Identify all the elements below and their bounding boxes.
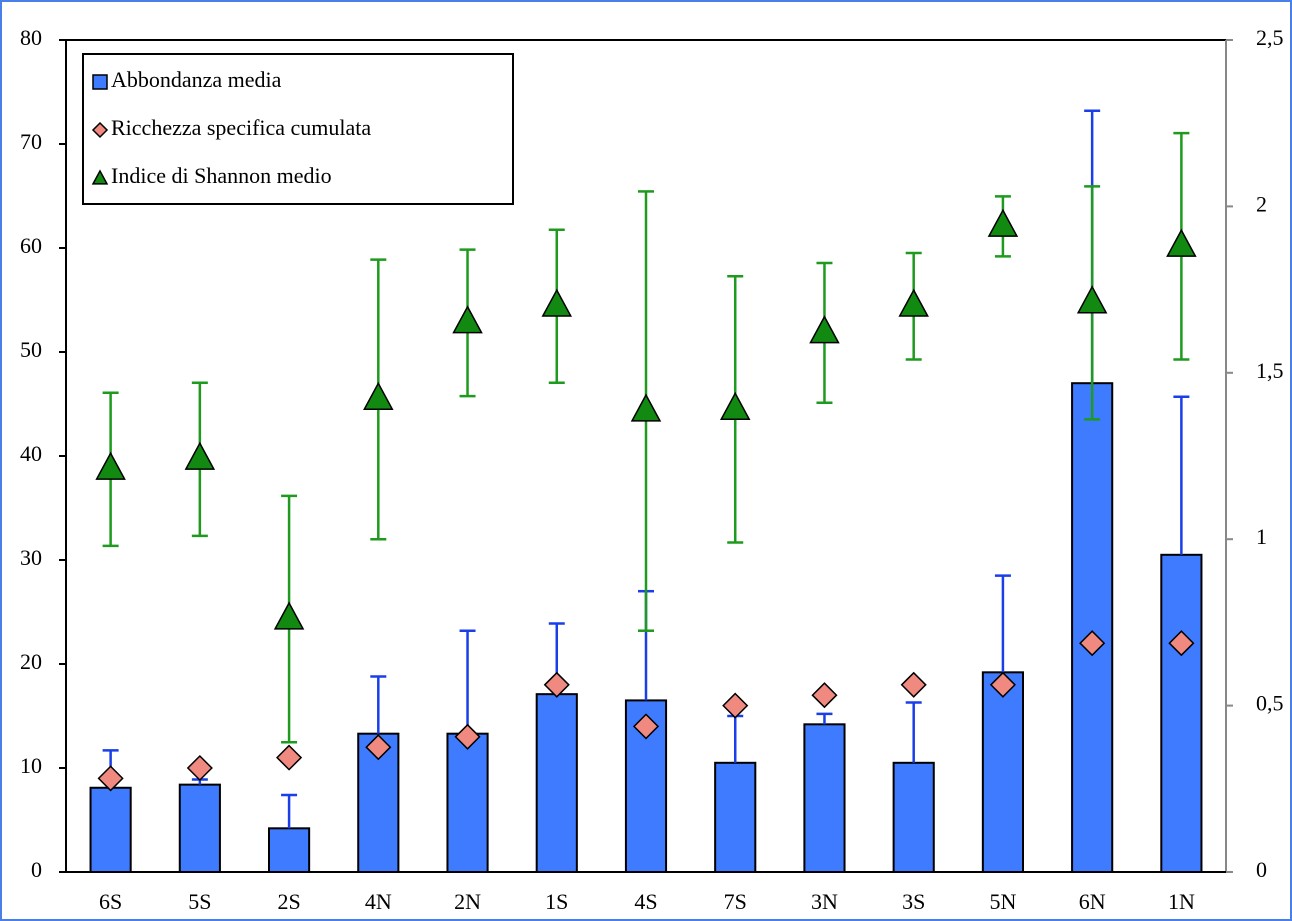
x-tick-label: 5N (989, 889, 1016, 914)
marker (95, 451, 126, 480)
marker (273, 601, 305, 630)
x-tick-label: 6N (1079, 889, 1106, 914)
marker (452, 305, 483, 334)
bar (89, 786, 132, 874)
y-tick-label: 60 (20, 233, 42, 258)
marker (987, 208, 1019, 237)
x-tick-label: 4S (634, 889, 657, 914)
x-tick-label: 4N (365, 889, 392, 914)
y2-tick-label: 0 (1256, 857, 1267, 882)
legend-label: Abbondanza media (111, 67, 282, 92)
bar (446, 732, 489, 873)
y-tick-label: 40 (20, 441, 42, 466)
marker (632, 713, 660, 740)
x-tick-label: 1N (1168, 889, 1195, 914)
marker (898, 288, 929, 317)
marker (719, 391, 751, 420)
marker (543, 671, 570, 698)
bar (1160, 553, 1203, 873)
marker (1076, 285, 1108, 314)
bar (1071, 382, 1114, 873)
bar (714, 761, 757, 873)
x-tick-label: 1S (545, 889, 568, 914)
y-tick-label: 10 (20, 753, 42, 778)
legend-swatch (91, 121, 109, 139)
error-bar (370, 675, 387, 734)
error-bar (459, 629, 476, 734)
marker (1166, 228, 1197, 257)
x-tick-label: 2S (277, 889, 300, 914)
marker (811, 682, 838, 709)
y2-tick-label: 1 (1256, 524, 1267, 549)
marker (184, 441, 216, 470)
y2-tick-label: 1,5 (1256, 358, 1284, 383)
x-tick-label: 6S (99, 889, 122, 914)
bar (268, 827, 311, 874)
marker (541, 288, 573, 317)
error-bar (994, 574, 1011, 673)
marker (363, 381, 394, 410)
marker (186, 754, 213, 782)
y-tick-label: 30 (20, 545, 42, 570)
bar (624, 699, 668, 874)
y-tick-label: 0 (31, 857, 42, 882)
x-tick-label: 2N (454, 889, 481, 914)
marker (722, 692, 749, 719)
bar (535, 693, 578, 873)
marker (276, 744, 303, 771)
bar (178, 783, 221, 874)
legend-label: Indice di Shannon medio (111, 163, 332, 188)
marker (454, 723, 481, 750)
y-tick-label: 80 (20, 25, 42, 50)
error-bar (281, 793, 298, 829)
legend-box (82, 53, 514, 205)
bar (803, 723, 846, 873)
x-tick-label: 3N (811, 889, 838, 914)
marker (97, 765, 124, 792)
marker (989, 671, 1016, 698)
error-bar (816, 712, 833, 725)
error-bar (905, 701, 922, 763)
x-tick-label: 7S (724, 889, 747, 914)
x-tick-label: 3S (902, 889, 925, 914)
error-bar (727, 714, 744, 763)
bar (981, 671, 1024, 873)
legend-swatch (92, 74, 108, 90)
marker (1168, 630, 1195, 657)
legend-label: Ricchezza specifica cumulata (111, 115, 371, 140)
x-tick-label: 5S (188, 889, 211, 914)
y2-tick-label: 2 (1256, 191, 1267, 216)
marker (1079, 630, 1106, 657)
legend-swatch (91, 169, 109, 185)
marker (900, 671, 927, 698)
error-bar (1173, 395, 1190, 555)
marker (630, 393, 662, 422)
bar (892, 761, 935, 873)
y-tick-label: 70 (20, 129, 42, 154)
y2-tick-label: 2,5 (1256, 25, 1284, 50)
marker (809, 315, 840, 344)
marker (365, 734, 392, 761)
y-tick-label: 50 (20, 337, 42, 362)
y2-tick-label: 0,5 (1256, 691, 1284, 716)
y-tick-label: 20 (20, 649, 42, 674)
